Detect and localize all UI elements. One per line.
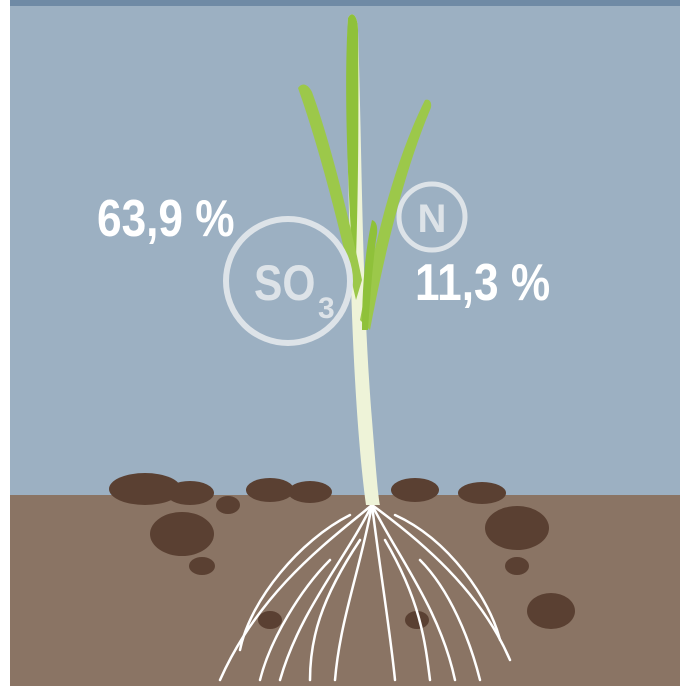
so3-symbol: SO <box>254 255 315 311</box>
n-share: 11,3 % <box>415 254 550 312</box>
roots <box>218 503 512 682</box>
so3-subscript: 3 <box>318 292 335 325</box>
plant <box>298 14 432 505</box>
soil-clods <box>109 473 575 629</box>
so3-circle <box>223 216 353 346</box>
n-symbol: N <box>418 197 447 241</box>
soil <box>10 495 680 686</box>
top-band <box>10 0 680 6</box>
n-circle <box>396 181 468 253</box>
so3-share: 63,9 % <box>97 190 235 248</box>
